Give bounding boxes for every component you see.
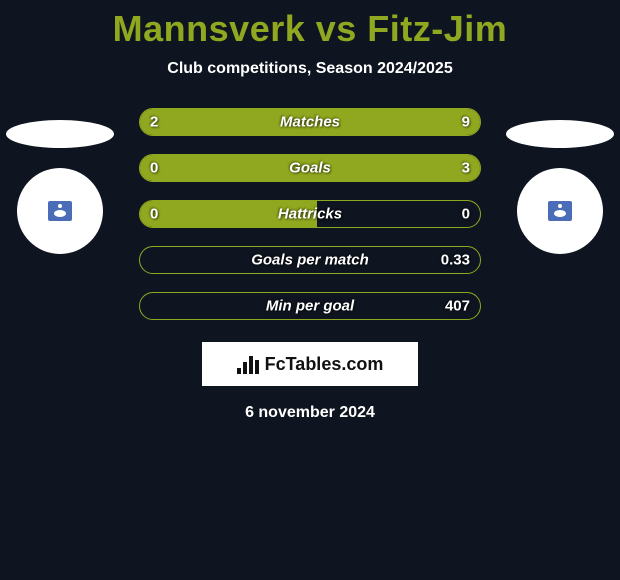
stat-row: 0 Goals 3 <box>139 154 481 182</box>
stat-value-right: 9 <box>462 114 470 131</box>
stat-row: 0 Hattricks 0 <box>139 200 481 228</box>
stat-value-left: 0 <box>150 206 158 223</box>
stat-value-right: 0.33 <box>441 252 470 269</box>
stat-row: Goals per match 0.33 <box>139 246 481 274</box>
stat-value-left: 2 <box>150 114 158 131</box>
player-left-ellipse <box>6 120 114 148</box>
player-right-ellipse <box>506 120 614 148</box>
stat-label: Min per goal <box>266 298 354 315</box>
player-left-avatar <box>17 168 103 254</box>
stat-value-right: 0 <box>462 206 470 223</box>
stat-row: 2 Matches 9 <box>139 108 481 136</box>
stat-row: Min per goal 407 <box>139 292 481 320</box>
stat-value-right: 407 <box>445 298 470 315</box>
stat-value-right: 3 <box>462 160 470 177</box>
stat-label: Hattricks <box>278 206 342 223</box>
stat-label: Matches <box>280 114 340 131</box>
stat-label: Goals per match <box>251 252 369 269</box>
brand-text: FcTables.com <box>265 354 384 375</box>
comparison-bars: 2 Matches 9 0 Goals 3 0 Hattricks 0 Goals per mat… <box>139 108 481 320</box>
fill-right <box>201 109 480 135</box>
date-label: 6 november 2024 <box>245 404 375 422</box>
brand-box[interactable]: FcTables.com <box>202 342 418 386</box>
person-placeholder-icon <box>548 201 572 221</box>
player-right-avatar <box>517 168 603 254</box>
person-placeholder-icon <box>48 201 72 221</box>
bar-chart-icon <box>237 354 259 374</box>
stat-value-left: 0 <box>150 160 158 177</box>
page-title: Mannsverk vs Fitz-Jim <box>113 8 508 50</box>
subtitle: Club competitions, Season 2024/2025 <box>167 60 452 78</box>
stat-label: Goals <box>289 160 331 177</box>
